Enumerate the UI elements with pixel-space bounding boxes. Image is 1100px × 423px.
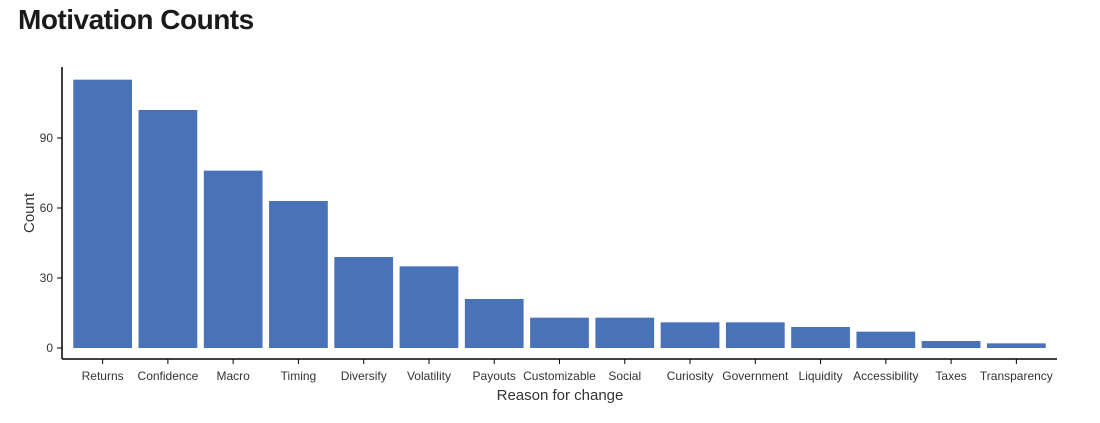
y-tick-label: 90 xyxy=(40,131,54,145)
y-tick-label: 60 xyxy=(40,201,54,215)
bar-taxes xyxy=(921,341,981,348)
x-tick-label: Confidence xyxy=(138,369,199,383)
x-tick-label: Customizable xyxy=(523,369,596,383)
x-tick-label: Macro xyxy=(216,369,250,383)
bar-customizable xyxy=(530,317,589,348)
x-tick-label: Transparency xyxy=(980,369,1053,383)
x-tick-label: Returns xyxy=(82,369,124,383)
bar-confidence xyxy=(138,110,198,348)
bar-government xyxy=(725,322,785,348)
bar-social xyxy=(595,317,655,348)
x-tick-label: Payouts xyxy=(473,369,516,383)
bar-payouts xyxy=(464,299,524,348)
x-tick-label: Diversify xyxy=(341,369,387,383)
bar-diversify xyxy=(334,257,394,348)
bar-transparency xyxy=(986,343,1046,348)
bar-liquidity xyxy=(791,327,850,348)
x-tick-label: Social xyxy=(608,369,641,383)
x-tick-label: Government xyxy=(722,369,789,383)
x-ticks-group: Returns Confidence Macro Timing Diversify Vol… xyxy=(82,359,1053,383)
bar-curiosity xyxy=(660,322,720,348)
chart-title: Motivation Counts xyxy=(18,4,254,35)
y-axis-label: Count xyxy=(21,192,38,233)
y-tick-label: 30 xyxy=(40,271,54,285)
x-axis-label: Reason for change xyxy=(497,387,624,404)
y-ticks-group: 0 30 60 90 xyxy=(40,131,62,355)
x-tick-label: Timing xyxy=(281,369,317,383)
x-tick-label: Curiosity xyxy=(667,369,714,383)
y-tick-label: 0 xyxy=(46,341,53,355)
bar-volatility xyxy=(399,266,459,348)
bar-returns xyxy=(73,79,133,349)
x-tick-label: Volatility xyxy=(407,369,451,383)
bar-accessibility xyxy=(856,331,916,348)
x-tick-label: Taxes xyxy=(935,369,966,383)
x-tick-label: Accessibility xyxy=(853,369,918,383)
x-tick-label: Liquidity xyxy=(799,369,843,383)
bar-macro xyxy=(203,170,263,348)
bars-group xyxy=(73,79,1046,349)
bar-timing xyxy=(269,201,328,348)
